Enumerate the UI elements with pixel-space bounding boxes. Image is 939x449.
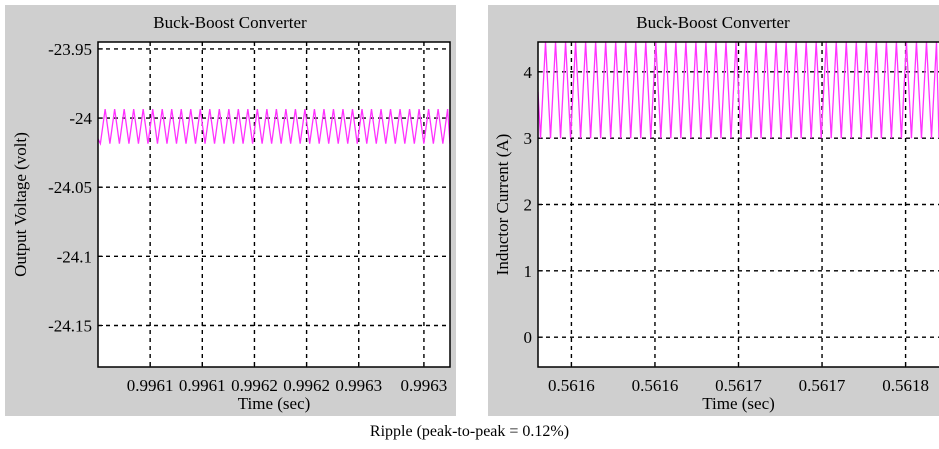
plot-frame — [97, 41, 451, 368]
y-tick-label: -24.1 — [57, 247, 92, 266]
x-tick-label: 0.9963 — [401, 376, 448, 395]
y-axis-label: Output Voltage (volt) — [11, 132, 30, 277]
y-tick-label: -23.95 — [48, 40, 92, 59]
x-tick-label: 0.9963 — [335, 376, 382, 395]
figure-caption: Ripple (peak-to-peak = 0.12%) — [369, 423, 570, 440]
right-chart-panel: Buck-Boost Converter 0.5616 0.5616 0.5617 0.… — [488, 5, 939, 416]
x-tick-label: 0.5617 — [715, 376, 762, 395]
x-axis-label: Time (sec) — [702, 394, 775, 413]
x-tick-label: 0.9962 — [231, 376, 278, 395]
x-tick-label: 0.5618 — [882, 376, 929, 395]
series-line — [98, 108, 450, 146]
x-axis-label: Time (sec) — [238, 394, 311, 413]
output-voltage-chart: Buck-Boost Converter 0.9961 0.9961 0.9962 0.… — [11, 13, 451, 413]
series-line — [538, 42, 939, 139]
y-tick-label: 0 — [524, 328, 533, 347]
y-axis-label: Inductor Current (A) — [493, 134, 512, 276]
chart-title: Buck-Boost Converter — [153, 13, 307, 32]
left-chart-panel: Buck-Boost Converter 0.9961 0.9961 0.9962 0.… — [5, 5, 456, 416]
y-tick-label: -24.15 — [48, 317, 92, 336]
y-tick-label: -24 — [69, 109, 92, 128]
plot-area — [98, 42, 450, 367]
chart-title: Buck-Boost Converter — [636, 13, 790, 32]
plot-frame — [537, 41, 939, 368]
y-tick-label: 1 — [524, 262, 533, 281]
x-tick-label: 0.5617 — [799, 376, 846, 395]
inductor-current-chart: Buck-Boost Converter 0.5616 0.5616 0.5617 0.… — [493, 13, 939, 413]
y-tick-label: 3 — [524, 129, 533, 148]
y-tick-label: 2 — [524, 196, 533, 215]
y-tick-label: -24.05 — [48, 178, 92, 197]
x-tick-label: 0.9962 — [283, 376, 330, 395]
x-tick-label: 0.9961 — [179, 376, 226, 395]
x-tick-label: 0.5616 — [632, 376, 679, 395]
x-tick-label: 0.9961 — [127, 376, 174, 395]
y-tick-label: 4 — [524, 63, 533, 82]
x-tick-label: 0.5616 — [548, 376, 595, 395]
